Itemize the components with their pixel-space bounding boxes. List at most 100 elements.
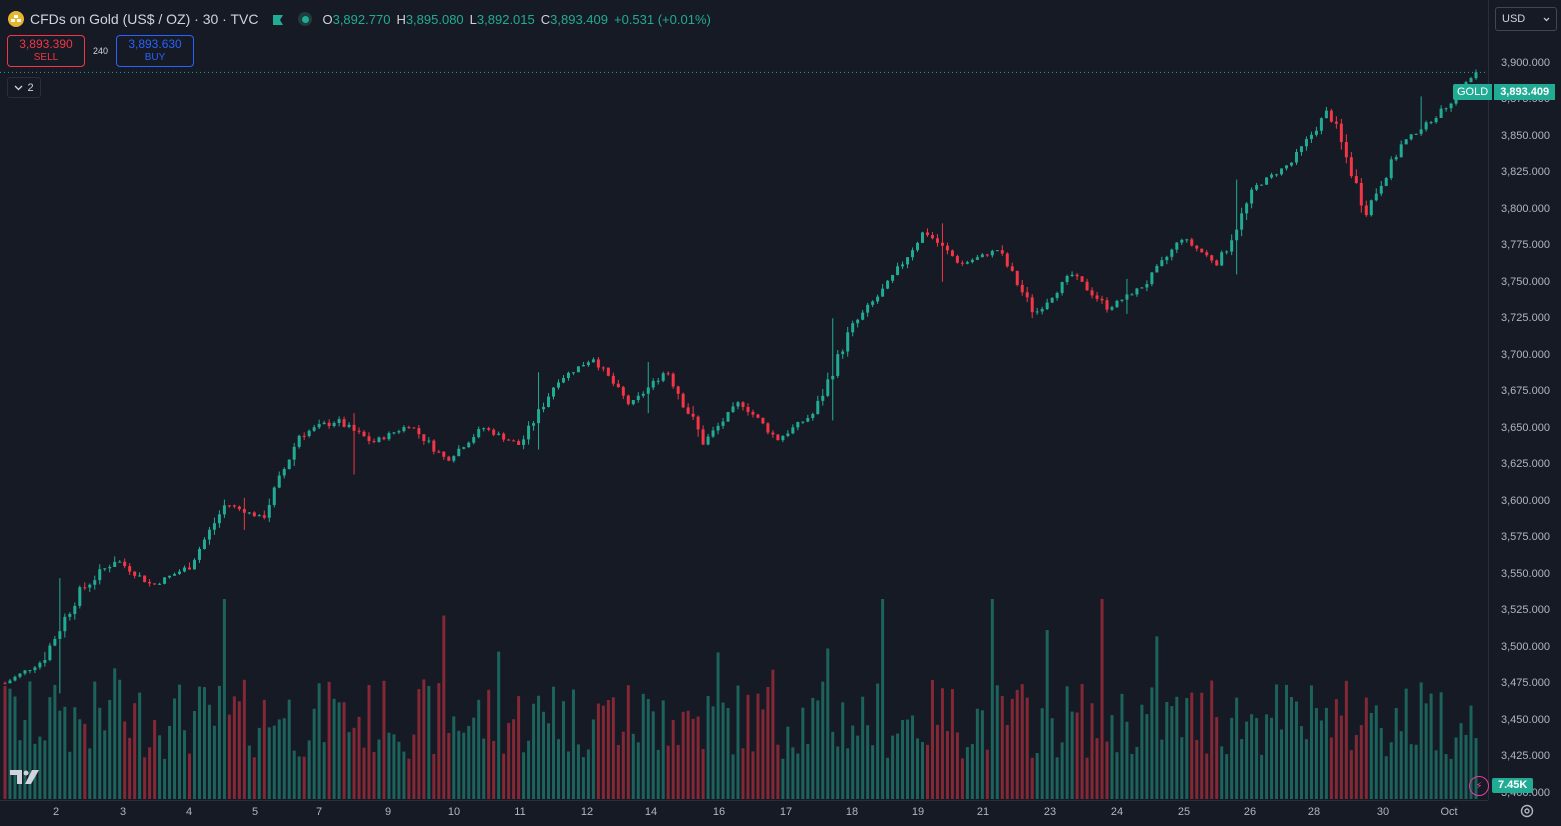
candle: [1379, 185, 1383, 194]
candle: [816, 400, 820, 414]
gear-icon[interactable]: [1519, 803, 1535, 819]
candle: [955, 256, 959, 263]
volume-bar: [1210, 680, 1214, 799]
candle: [232, 505, 236, 507]
candle: [98, 569, 102, 581]
candle: [312, 427, 316, 431]
volume-bar: [507, 722, 511, 799]
candle: [477, 429, 481, 438]
last-price-label: GOLD 3,893.409: [1453, 84, 1556, 100]
indicators-toggle[interactable]: 2: [7, 77, 41, 98]
candle: [1255, 185, 1259, 190]
candle: [1275, 174, 1279, 176]
candle: [1070, 274, 1074, 277]
volume-bar: [980, 710, 984, 799]
currency-select[interactable]: USD: [1495, 7, 1557, 31]
volume-bar: [786, 726, 790, 799]
time-tick: 11: [514, 806, 526, 818]
candle: [985, 254, 989, 256]
gold-bars-icon: [8, 11, 24, 27]
candle: [58, 631, 62, 639]
candle: [995, 250, 999, 252]
candle: [73, 605, 77, 615]
volume-bar: [1474, 738, 1478, 799]
candle: [392, 432, 396, 434]
time-tick: 17: [779, 806, 793, 818]
volume-bar: [1200, 692, 1204, 799]
volume-bar: [3, 685, 7, 799]
buy-label: BUY: [144, 52, 166, 63]
symbol-title[interactable]: CFDs on Gold (US$ / OZ) · 30 · TVC: [30, 11, 259, 27]
candle: [586, 362, 590, 366]
candle: [192, 559, 196, 570]
candle: [8, 680, 12, 684]
candle: [746, 407, 750, 412]
price-axis[interactable]: 3,900.0003,875.0003,850.0003,825.0003,80…: [1488, 0, 1561, 800]
volume-bar: [123, 721, 127, 799]
volume-bar: [696, 716, 700, 799]
candle: [63, 616, 67, 632]
price-tick: 3,850.000: [1501, 129, 1550, 142]
volume-bar: [881, 599, 885, 799]
volume-bar: [257, 727, 261, 799]
candle: [866, 304, 870, 313]
candle: [362, 431, 366, 437]
volume-bar: [148, 747, 152, 799]
candle: [716, 425, 720, 431]
candle: [1364, 205, 1368, 216]
price-chart[interactable]: [0, 0, 1488, 800]
volume-bar: [1294, 701, 1298, 799]
lightning-icon[interactable]: ⚡: [1469, 776, 1489, 796]
buy-price: 3,893.630: [128, 37, 182, 51]
volume-bar: [197, 686, 201, 799]
volume-bar: [1030, 757, 1034, 799]
candle: [556, 382, 560, 388]
candle: [656, 380, 660, 382]
candle: [631, 399, 635, 405]
sell-button[interactable]: 3,893.390 SELL: [7, 35, 85, 67]
candle: [561, 378, 565, 383]
volume-bar: [482, 738, 486, 799]
candle: [108, 566, 112, 569]
candle: [911, 250, 915, 258]
volume-bar: [1434, 750, 1438, 799]
candle: [178, 571, 182, 574]
candle: [537, 409, 541, 424]
volume-bar: [1005, 724, 1009, 799]
green-flag-icon[interactable]: [272, 13, 284, 25]
candle: [1155, 266, 1159, 273]
candle: [1349, 157, 1353, 177]
candle: [128, 566, 132, 572]
volume-bar: [975, 708, 979, 799]
volume-bar: [846, 748, 850, 799]
candle: [891, 274, 895, 281]
volume-bar: [262, 699, 266, 799]
volume-bar: [1409, 744, 1413, 799]
time-axis[interactable]: 2 3 4 5 7 9 10 11 12 14 16 17 18 19 21 23 24 25 26 28 30 Oct: [0, 800, 1488, 826]
volume-bar: [1075, 712, 1079, 799]
candle: [871, 301, 875, 305]
volume-bar: [851, 725, 855, 799]
volume-bar: [756, 693, 760, 799]
volume-bar: [1185, 697, 1189, 799]
candle: [292, 446, 296, 460]
price-tick: 3,900.000: [1501, 56, 1550, 69]
candle: [1015, 270, 1019, 285]
tradingview-logo-icon[interactable]: [10, 768, 42, 786]
candle: [207, 529, 211, 540]
volume-bar: [821, 681, 825, 799]
volume-bar: [801, 707, 805, 799]
sell-label: SELL: [33, 52, 59, 63]
low-value: 3,892.015: [476, 11, 535, 27]
candle: [138, 575, 142, 577]
buy-button[interactable]: 3,893.630 BUY: [116, 35, 195, 67]
volume-bar: [242, 679, 246, 799]
candle: [596, 359, 600, 368]
candle: [1005, 253, 1009, 267]
volume-bar: [427, 685, 431, 799]
candle: [517, 441, 521, 445]
volume-bar: [1429, 693, 1433, 799]
candle: [432, 440, 436, 452]
volume-bar: [232, 696, 236, 799]
volume-bar: [1135, 746, 1139, 799]
